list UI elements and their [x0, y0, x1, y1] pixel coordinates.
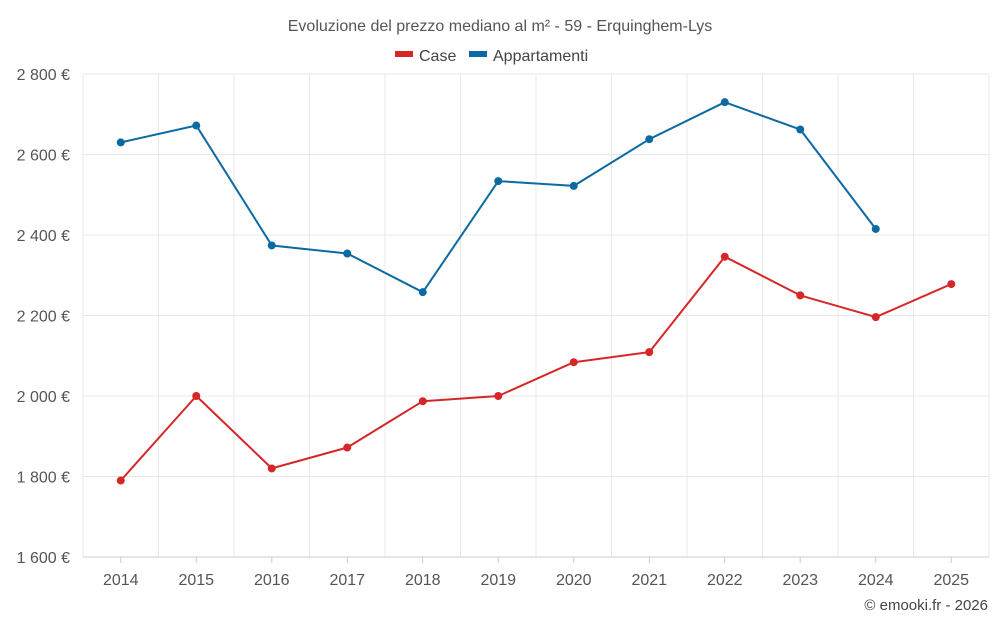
series-appartamenti: Appartamenti 2014: 2630 Appartamenti 2015…: [116, 98, 880, 297]
y-tick-label: 2 400 €: [17, 228, 70, 245]
y-tick-label: 2 200 €: [17, 309, 70, 326]
x-tick-label: 2018: [405, 572, 441, 589]
x-tick-label: 2024: [858, 572, 894, 589]
legend: Case Appartamenti: [395, 48, 588, 65]
data-point-case[interactable]: Case 2025: 2278: [947, 280, 956, 289]
data-point-case[interactable]: Case 2021: 2109: [645, 348, 654, 357]
y-tick-label: 2 000 €: [17, 389, 70, 406]
data-point-case[interactable]: Case 2020: 2084: [569, 358, 578, 367]
axes: 1 600 € 1 800 € 2 000 € 2 200 € 2 400 € 2 600…: [17, 67, 989, 589]
y-tick-label: 2 800 €: [17, 67, 70, 84]
x-tick-label: 2025: [933, 572, 969, 589]
x-tick-label: 2022: [707, 572, 743, 589]
data-point-case[interactable]: Case 2018: 1987: [418, 397, 427, 406]
data-point-case[interactable]: Case 2022: 2346: [720, 252, 729, 261]
data-point-appartamenti[interactable]: Appartamenti 2016: 2374: [267, 241, 276, 250]
x-tick-label: 2017: [329, 572, 365, 589]
x-tick-label: 2020: [556, 572, 592, 589]
legend-item-case[interactable]: Case: [395, 48, 456, 65]
data-point-appartamenti[interactable]: Appartamenti 2014: 2630: [116, 138, 125, 147]
data-point-case[interactable]: Case 2024: 2196: [871, 313, 880, 322]
data-point-appartamenti[interactable]: Appartamenti 2015: 2672: [192, 121, 201, 130]
legend-swatch-appartamenti: [469, 51, 487, 57]
y-tick-label: 2 600 €: [17, 148, 70, 165]
x-tick-label: 2014: [103, 572, 139, 589]
data-point-appartamenti[interactable]: Appartamenti 2020: 2522: [569, 181, 578, 190]
credit-text: © emooki.fr - 2026: [864, 597, 988, 614]
data-point-case[interactable]: Case 2017: 1872: [343, 443, 352, 452]
x-tick-label: 2016: [254, 572, 290, 589]
gridlines: [82, 73, 990, 558]
y-tick-label: 1 800 €: [17, 470, 70, 487]
legend-item-appartamenti[interactable]: Appartamenti: [469, 48, 588, 65]
x-tick-label: 2023: [782, 572, 818, 589]
data-point-appartamenti[interactable]: Appartamenti 2017: 2354: [343, 249, 352, 258]
data-point-appartamenti[interactable]: Appartamenti 2023: 2662: [796, 125, 805, 134]
data-point-appartamenti[interactable]: Appartamenti 2021: 2638: [645, 135, 654, 144]
y-tick-label: 1 600 €: [17, 550, 70, 567]
x-tick-label: 2019: [480, 572, 516, 589]
legend-swatch-case: [395, 51, 413, 57]
series-line-case: [120, 255, 952, 482]
data-point-case[interactable]: Case 2023: 2250: [796, 291, 805, 300]
legend-label-case: Case: [419, 48, 456, 65]
chart-title: Evoluzione del prezzo mediano al m² - 59…: [288, 18, 713, 35]
x-tick-label: 2015: [178, 572, 214, 589]
data-point-case[interactable]: Case 2014: 1790: [116, 476, 125, 485]
x-tick-label: 2021: [631, 572, 667, 589]
data-point-appartamenti[interactable]: Appartamenti 2024: 2415: [871, 224, 880, 233]
data-point-appartamenti[interactable]: Appartamenti 2019: 2534: [494, 177, 503, 186]
legend-label-appartamenti: Appartamenti: [493, 48, 588, 65]
data-point-appartamenti[interactable]: Appartamenti 2018: 2258: [418, 288, 427, 297]
data-point-appartamenti[interactable]: Appartamenti 2022: 2730: [720, 98, 729, 107]
